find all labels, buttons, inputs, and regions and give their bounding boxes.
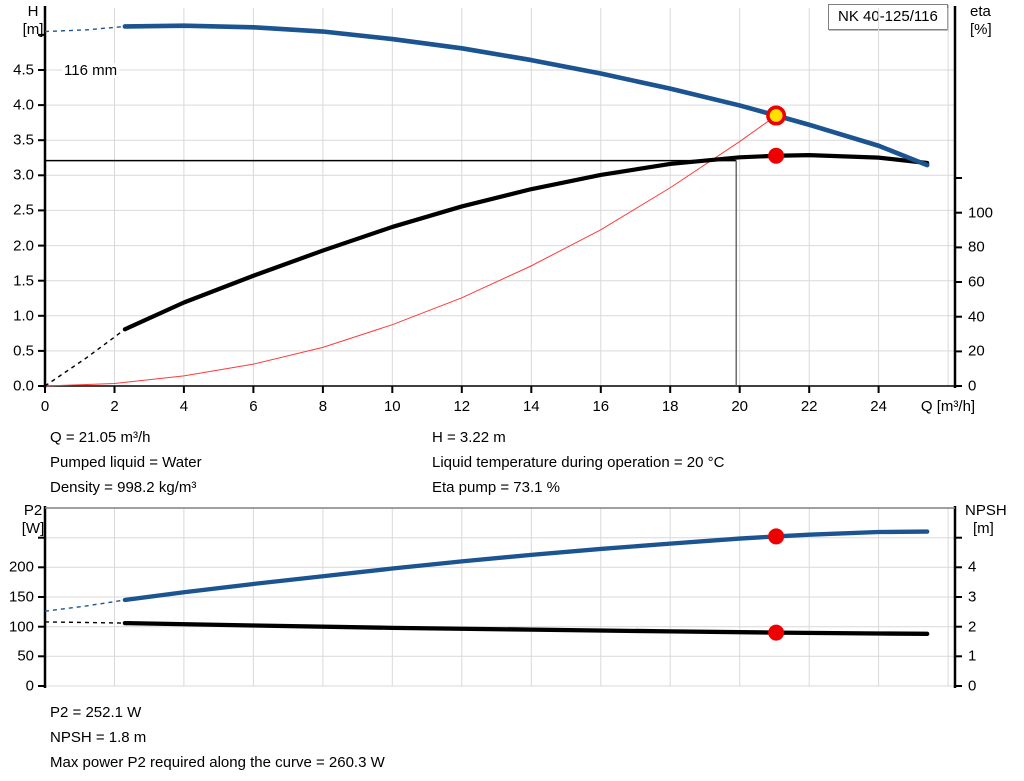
upper-y-tick-1: 0.5 <box>13 342 34 360</box>
upper-y-tick-4: 2.0 <box>13 237 34 255</box>
efficiency-curve-eta <box>122 153 930 332</box>
upper-y2-tick-3: 60 <box>968 273 985 291</box>
upper-y-tick-0: 0.0 <box>13 377 34 395</box>
pump-model-title: NK 40-125/116 <box>828 4 948 30</box>
upper-y2-axis-unit: [%] <box>970 21 992 38</box>
lower-y-axis-unit: [W] <box>21 520 45 537</box>
upper-axes <box>38 6 962 393</box>
upper-y-tick-2: 1.0 <box>13 307 34 325</box>
lower-y-tick-2: 100 <box>8 618 34 636</box>
upper-x-tick-4: 8 <box>318 398 328 415</box>
duty-point-npsh[interactable] <box>768 624 785 641</box>
lower-y2-axis-caption: NPSH [m] <box>965 502 1024 538</box>
upper-chart: H [m] eta [%] NK 40-125/116 <box>13 3 1022 415</box>
upper-y2-tick-5: 100 <box>968 204 994 222</box>
upper-plot-area <box>38 6 962 393</box>
upper-x-tick-9: 18 <box>661 398 679 415</box>
duty-point-efficiency[interactable] <box>768 147 785 164</box>
result-info-0: P2 = 252.1 W <box>50 704 142 721</box>
upper-x-tick-12: 24 <box>870 398 887 415</box>
upper-x-tick-0: 0 <box>40 398 50 415</box>
efficiency-curve-extrapolation <box>44 328 126 387</box>
duty-info-right-0: H = 3.22 m <box>432 429 506 446</box>
lower-axes <box>38 506 962 688</box>
result-info-2: Max power P2 required along the curve = … <box>50 754 385 771</box>
upper-y-tick-5: 2.5 <box>13 201 34 219</box>
duty-info-right-1: Liquid temperature during operation = 20… <box>432 454 725 471</box>
lower-y-axis-name: P2 <box>23 502 43 519</box>
upper-y2-axis-caption: eta [%] <box>970 3 1022 39</box>
upper-y2-tick-1: 20 <box>968 342 985 360</box>
head-curve-116-mm-impeller <box>122 23 930 168</box>
upper-y2-tick-2: 40 <box>968 308 985 326</box>
shaft-power-extrapolation <box>44 599 125 612</box>
upper-x-tick-8: 16 <box>592 398 610 415</box>
lower-y2-axis-unit: [m] <box>973 520 994 537</box>
lower-y2-tick-3: 3 <box>968 588 977 606</box>
upper-y-tick-3: 1.5 <box>13 272 34 290</box>
upper-gridlines <box>44 8 955 387</box>
upper-y-tick-6: 3.0 <box>13 166 34 184</box>
upper-x-axis-caption: Q [m³/h] <box>920 398 976 415</box>
upper-y-tick-8: 4.0 <box>13 96 34 114</box>
upper-y-axis-unit: [m] <box>22 21 44 38</box>
lower-y2-tick-2: 2 <box>968 618 977 636</box>
upper-y2-axis-name: eta <box>970 3 991 20</box>
lower-y2-tick-1: 1 <box>968 647 977 665</box>
upper-x-tick-10: 20 <box>731 398 749 415</box>
npsh-required <box>122 620 930 636</box>
upper-curves-layer <box>44 23 930 387</box>
lower-y2-tick-0: 0 <box>968 677 977 695</box>
shaft-power-p2 <box>122 529 930 603</box>
lower-y-axis-caption: P2 [W] <box>12 502 54 538</box>
duty-guide-lines <box>45 159 737 386</box>
upper-y2-tick-0: 0 <box>968 377 977 395</box>
lower-y2-tick-4: 4 <box>968 558 977 576</box>
system-pipe-characteristic <box>44 115 777 387</box>
upper-x-tick-2: 4 <box>179 398 189 415</box>
duty-info-left-1: Pumped liquid = Water <box>50 454 202 471</box>
upper-x-tick-7: 14 <box>522 398 540 415</box>
duty-point-power[interactable] <box>768 528 785 545</box>
upper-y-tick-7: 3.5 <box>13 131 34 149</box>
lower-y-tick-4: 200 <box>8 558 34 576</box>
duty-point-head[interactable] <box>766 105 787 126</box>
upper-x-tick-3: 6 <box>249 398 258 415</box>
upper-y2-tick-4: 80 <box>968 238 985 256</box>
duty-info-left-0: Q = 21.05 m³/h <box>50 429 151 446</box>
impeller-diameter-label: 116 mm <box>62 62 120 79</box>
upper-x-tick-11: 22 <box>800 398 818 415</box>
upper-x-tick-6: 12 <box>453 398 471 415</box>
head-curve-extrapolation <box>44 25 125 33</box>
upper-x-tick-5: 10 <box>383 398 401 415</box>
upper-y-axis-name: H <box>27 3 39 20</box>
lower-y2-axis-name: NPSH <box>965 502 1007 519</box>
upper-y-tick-9: 4.5 <box>13 61 34 79</box>
duty-info-left-2: Density = 998.2 kg/m³ <box>50 479 197 496</box>
lower-y-tick-1: 50 <box>17 647 34 665</box>
npsh-extrapolation <box>44 621 125 624</box>
lower-y-tick-0: 0 <box>25 677 34 695</box>
lower-y-tick-3: 150 <box>8 588 34 606</box>
result-info-1: NPSH = 1.8 m <box>50 729 147 746</box>
duty-info-right-2: Eta pump = 73.1 % <box>432 479 560 496</box>
upper-x-tick-1: 2 <box>110 398 119 415</box>
upper-y-axis-caption: H [m] <box>18 3 48 39</box>
